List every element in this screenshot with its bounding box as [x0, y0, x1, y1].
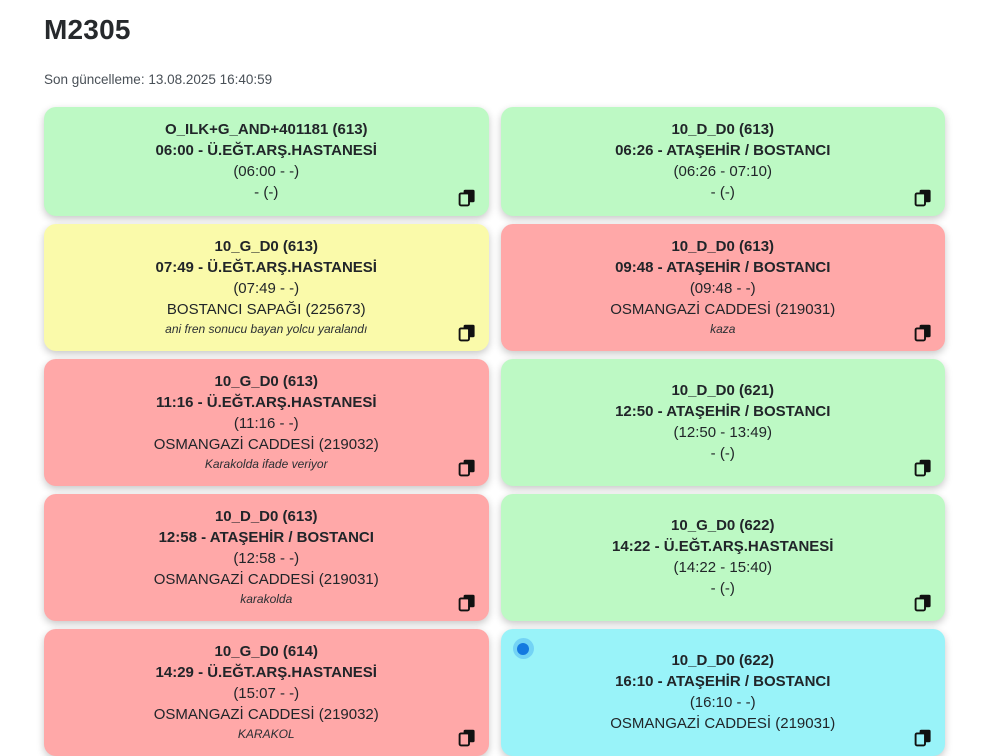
trip-route: 06:26 - ATAŞEHİR / BOSTANCI [615, 142, 831, 159]
copy-icon[interactable] [914, 594, 932, 612]
copy-icon[interactable] [914, 324, 932, 342]
trip-route: 11:16 - Ü.EĞT.ARŞ.HASTANESİ [155, 394, 377, 411]
trip-code: O_ILK+G_AND+401181 (613) [164, 121, 368, 138]
copy-icon[interactable] [914, 459, 932, 477]
trip-route: 06:00 - Ü.EĞT.ARŞ.HASTANESİ [155, 142, 377, 159]
trip-times: (09:48 - -) [689, 280, 756, 297]
copy-icon[interactable] [458, 324, 476, 342]
trip-stop: - (-) [710, 445, 735, 462]
last-update-timestamp: Son güncelleme: 13.08.2025 16:40:59 [44, 72, 273, 87]
trip-route: 14:29 - Ü.EĞT.ARŞ.HASTANESİ [155, 664, 377, 681]
copy-icon[interactable] [458, 729, 476, 747]
trip-route: 12:58 - ATAŞEHİR / BOSTANCI [158, 529, 374, 546]
copy-icon[interactable] [458, 459, 476, 477]
copy-icon[interactable] [914, 729, 932, 747]
trip-card[interactable]: 10_G_D0 (614) 14:29 - Ü.EĞT.ARŞ.HASTANES… [44, 629, 489, 756]
trip-code: 10_D_D0 (613) [671, 121, 775, 138]
trip-code: 10_D_D0 (621) [671, 382, 775, 399]
trip-times: (12:50 - 13:49) [673, 424, 772, 441]
trip-cards-grid: O_ILK+G_AND+401181 (613) 06:00 - Ü.EĞT.A… [44, 107, 945, 756]
trip-route: 07:49 - Ü.EĞT.ARŞ.HASTANESİ [155, 259, 377, 276]
trip-stop: OSMANGAZİ CADDESİ (219031) [610, 301, 836, 318]
trip-times: (07:49 - -) [233, 280, 300, 297]
trip-stop: BOSTANCI SAPAĞI (225673) [166, 301, 366, 318]
trip-code: 10_G_D0 (613) [214, 373, 318, 390]
trip-stop: - (-) [710, 184, 735, 201]
trip-code: 10_D_D0 (613) [214, 508, 318, 525]
trip-times: (14:22 - 15:40) [673, 559, 772, 576]
trip-code: 10_G_D0 (622) [671, 517, 775, 534]
trip-card[interactable]: 10_D_D0 (613) 09:48 - ATAŞEHİR / BOSTANC… [500, 224, 945, 351]
trip-times: (15:07 - -) [233, 685, 300, 702]
trip-route: 14:22 - Ü.EĞT.ARŞ.HASTANESİ [612, 538, 834, 555]
trip-note: kaza [710, 322, 736, 336]
copy-icon[interactable] [458, 189, 476, 207]
trip-code: 10_D_D0 (613) [671, 238, 775, 255]
trip-card[interactable]: 10_D_D0 (622) 16:10 - ATAŞEHİR / BOSTANC… [500, 629, 945, 756]
copy-icon[interactable] [914, 189, 932, 207]
trip-route: 16:10 - ATAŞEHİR / BOSTANCI [615, 673, 831, 690]
live-indicator-icon [512, 638, 534, 659]
trip-times: (06:26 - 07:10) [673, 163, 772, 180]
trip-route: 09:48 - ATAŞEHİR / BOSTANCI [615, 259, 831, 276]
trip-code: 10_G_D0 (614) [214, 643, 318, 660]
trip-code: 10_G_D0 (613) [214, 238, 318, 255]
trip-times: (16:10 - -) [689, 694, 756, 711]
page-title: M2305 [44, 14, 131, 45]
trip-card[interactable]: 10_G_D0 (622) 14:22 - Ü.EĞT.ARŞ.HASTANES… [500, 494, 945, 621]
trip-times: (11:16 - -) [233, 415, 299, 432]
trip-times: (06:00 - -) [233, 163, 300, 180]
trip-note: Karakolda ifade veriyor [204, 457, 328, 471]
trip-times: (12:58 - -) [233, 550, 300, 567]
trip-note: KARAKOL [237, 727, 295, 741]
trip-stop: OSMANGAZİ CADDESİ (219031) [153, 571, 379, 588]
trip-card[interactable]: 10_D_D0 (621) 12:50 - ATAŞEHİR / BOSTANC… [500, 359, 945, 486]
trip-stop: OSMANGAZİ CADDESİ (219032) [153, 706, 379, 723]
trip-card[interactable]: 10_G_D0 (613) 07:49 - Ü.EĞT.ARŞ.HASTANES… [44, 224, 489, 351]
trip-stop: - (-) [710, 580, 735, 597]
trip-stop: - (-) [254, 184, 279, 201]
trip-card[interactable]: 10_D_D0 (613) 06:26 - ATAŞEHİR / BOSTANC… [500, 107, 945, 216]
trip-card[interactable]: 10_D_D0 (613) 12:58 - ATAŞEHİR / BOSTANC… [44, 494, 489, 621]
trip-card[interactable]: O_ILK+G_AND+401181 (613) 06:00 - Ü.EĞT.A… [44, 107, 489, 216]
trip-note: karakolda [240, 592, 293, 606]
trip-stop: OSMANGAZİ CADDESİ (219031) [610, 715, 836, 732]
trip-note: ani fren sonucu bayan yolcu yaralandı [165, 322, 368, 336]
trip-code: 10_D_D0 (622) [671, 652, 775, 669]
trip-card[interactable]: 10_G_D0 (613) 11:16 - Ü.EĞT.ARŞ.HASTANES… [44, 359, 489, 486]
trip-stop: OSMANGAZİ CADDESİ (219032) [153, 436, 379, 453]
trip-route: 12:50 - ATAŞEHİR / BOSTANCI [615, 403, 831, 420]
copy-icon[interactable] [458, 594, 476, 612]
